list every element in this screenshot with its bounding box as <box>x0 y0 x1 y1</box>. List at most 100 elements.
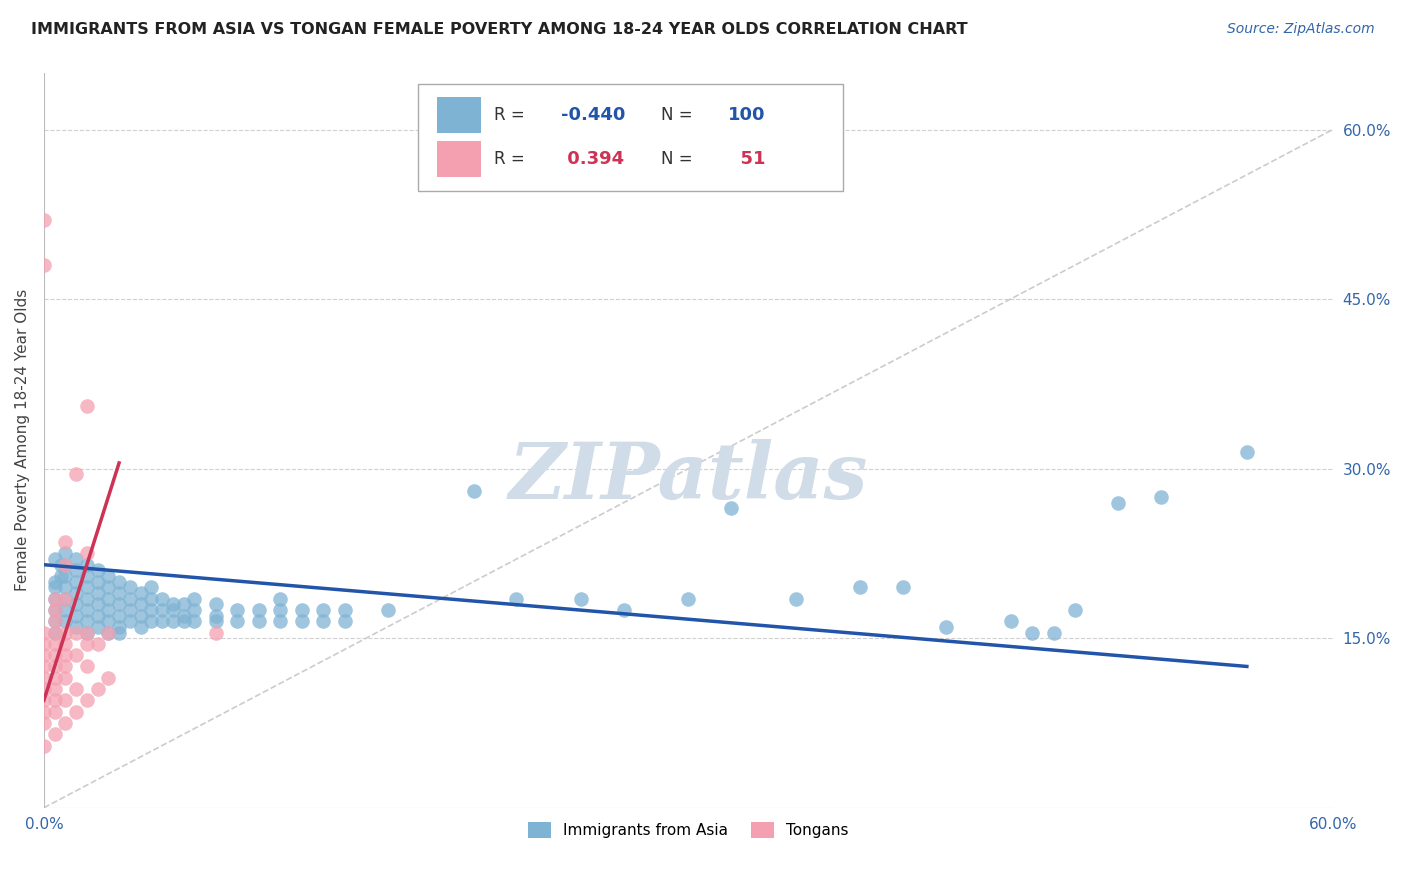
Point <box>53 693 76 707</box>
Point <box>86 586 108 600</box>
Point <box>53 625 76 640</box>
Point <box>162 603 184 617</box>
Point <box>463 484 485 499</box>
Point <box>162 614 184 628</box>
Point <box>53 659 76 673</box>
Text: R =: R = <box>494 106 530 125</box>
Point <box>183 614 205 628</box>
Point <box>269 603 291 617</box>
Point <box>53 591 76 606</box>
Point <box>53 671 76 685</box>
Point <box>291 614 314 628</box>
Point <box>53 535 76 549</box>
Point <box>108 620 131 634</box>
Text: R =: R = <box>494 150 530 168</box>
Point <box>53 546 76 560</box>
Point <box>65 620 87 634</box>
Text: 0.394: 0.394 <box>561 150 624 168</box>
Point <box>204 608 226 623</box>
Point <box>65 681 87 696</box>
Text: 100: 100 <box>728 106 766 125</box>
Point <box>377 603 399 617</box>
Point <box>97 625 120 640</box>
Point <box>141 591 163 606</box>
Point <box>44 625 66 640</box>
Point <box>44 614 66 628</box>
Point <box>44 552 66 566</box>
Point <box>108 597 131 611</box>
Point <box>44 603 66 617</box>
Point <box>97 625 120 640</box>
Point <box>173 608 195 623</box>
Point <box>97 603 120 617</box>
Point <box>1150 490 1173 504</box>
Point <box>1236 444 1258 458</box>
Point <box>44 671 66 685</box>
Point <box>108 586 131 600</box>
Point <box>108 625 131 640</box>
Point <box>53 637 76 651</box>
Point <box>53 558 76 572</box>
Point <box>226 614 249 628</box>
Point <box>108 574 131 589</box>
Point <box>44 591 66 606</box>
Point <box>76 580 98 594</box>
Point <box>86 608 108 623</box>
Point <box>53 591 76 606</box>
Point <box>97 591 120 606</box>
Point <box>108 608 131 623</box>
Point <box>32 258 55 272</box>
Point <box>613 603 636 617</box>
Point <box>226 603 249 617</box>
Point <box>32 637 55 651</box>
Point <box>97 614 120 628</box>
Point <box>65 608 87 623</box>
Point <box>32 705 55 719</box>
Point <box>183 591 205 606</box>
FancyBboxPatch shape <box>437 97 481 134</box>
Point <box>118 591 141 606</box>
Point <box>44 574 66 589</box>
Point <box>32 671 55 685</box>
Point <box>76 569 98 583</box>
Point <box>32 659 55 673</box>
Point <box>247 603 270 617</box>
Point <box>204 625 226 640</box>
Point <box>1042 625 1064 640</box>
Point <box>269 591 291 606</box>
Point <box>44 659 66 673</box>
Point <box>53 569 76 583</box>
Point <box>76 659 98 673</box>
Point <box>86 597 108 611</box>
Point <box>312 603 335 617</box>
Text: ZIPatlas: ZIPatlas <box>509 439 868 516</box>
Point <box>53 648 76 662</box>
Point <box>86 681 108 696</box>
Point <box>44 727 66 741</box>
Point <box>32 625 55 640</box>
Point <box>141 614 163 628</box>
Point <box>333 614 356 628</box>
Point <box>150 603 173 617</box>
Point <box>53 580 76 594</box>
Point <box>44 591 66 606</box>
Point <box>173 614 195 628</box>
Point <box>247 614 270 628</box>
Point <box>65 705 87 719</box>
FancyBboxPatch shape <box>418 84 844 191</box>
Point <box>118 614 141 628</box>
Point <box>65 552 87 566</box>
Point <box>32 693 55 707</box>
Point <box>162 597 184 611</box>
Point <box>505 591 527 606</box>
Point <box>569 591 592 606</box>
Point <box>49 558 72 572</box>
Point <box>44 648 66 662</box>
Point <box>86 637 108 651</box>
Point <box>150 614 173 628</box>
Point <box>44 637 66 651</box>
Point <box>65 467 87 482</box>
Point <box>65 625 87 640</box>
Point <box>891 580 914 594</box>
Point <box>333 603 356 617</box>
